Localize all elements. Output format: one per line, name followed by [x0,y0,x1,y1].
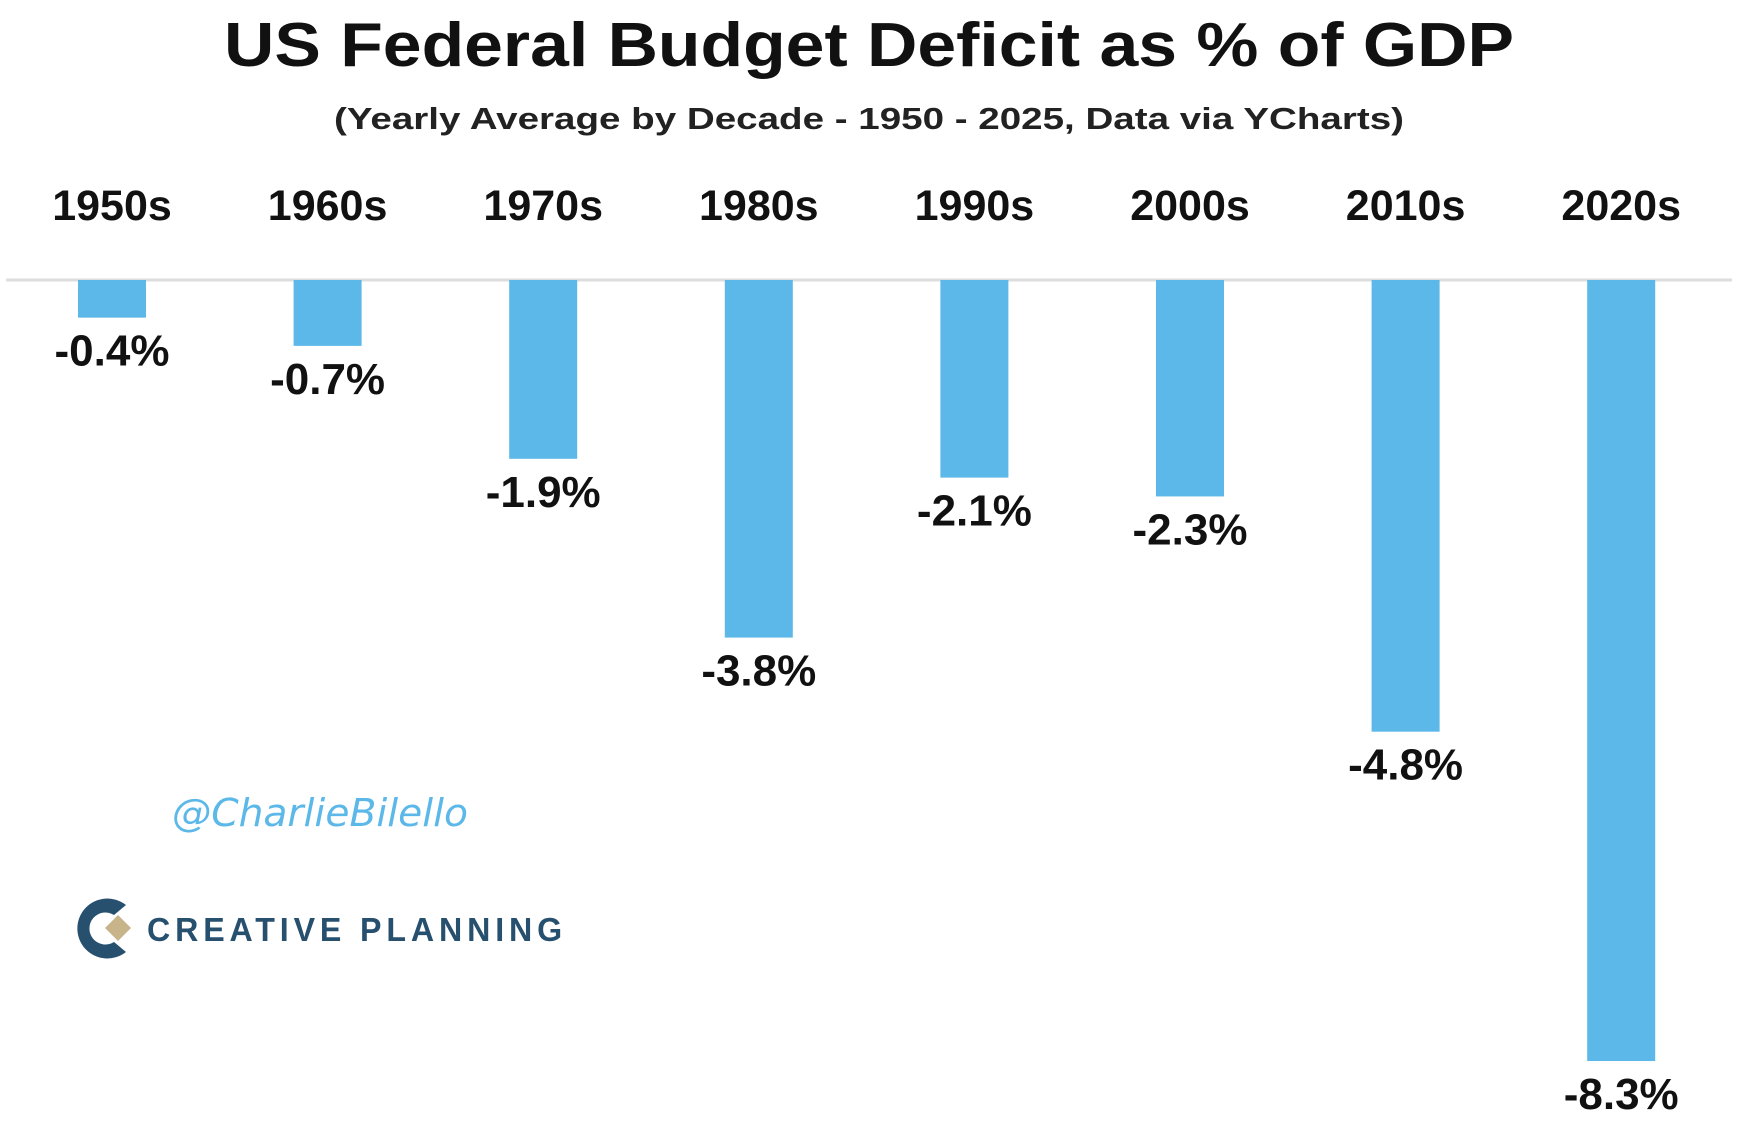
chart-subtitle: (Yearly Average by Decade - 1950 - 2025,… [334,101,1404,136]
data-label: -1.9% [486,468,601,517]
logo-diamond-icon [105,915,131,941]
data-label: -4.8% [1348,741,1463,790]
data-label: -0.4% [55,327,170,376]
logo-text: CREATIVE PLANNING [147,911,567,948]
bar-1980s [724,280,793,638]
category-label: 2020s [1561,182,1681,230]
bar-1960s [293,280,362,346]
category-label: 2010s [1346,182,1466,230]
category-label: 1970s [483,182,603,230]
category-label: 1950s [52,182,172,230]
watermark-handle: @CharlieBilello [172,791,468,835]
category-label: 1980s [699,182,819,230]
category-label: 1990s [915,182,1035,230]
category-label: 1960s [268,182,388,230]
bar-2000s [1156,280,1224,497]
bar-2020s [1587,280,1656,1062]
data-label: -2.1% [917,487,1032,536]
bar-1970s [509,280,578,459]
data-label: -3.8% [701,647,816,696]
data-label: -0.7% [270,355,385,404]
bar-1990s [940,280,1009,478]
category-label: 2000s [1130,182,1250,230]
data-label: -8.3% [1564,1070,1679,1119]
creative-planning-logo: CREATIVE PLANNING [77,898,567,959]
logo-c-icon [77,898,126,959]
data-label: -2.3% [1133,505,1248,554]
bar-1950s [78,280,146,318]
bar-2010s [1371,280,1440,732]
chart-title: US Federal Budget Deficit as % of GDP [224,11,1514,80]
